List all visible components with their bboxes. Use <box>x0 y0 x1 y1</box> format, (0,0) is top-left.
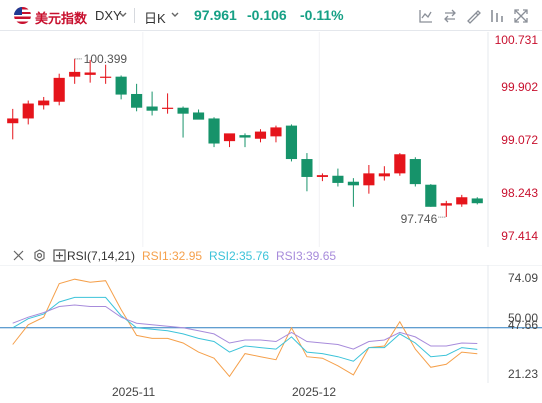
rsi-series-line <box>12 278 478 378</box>
price-change-percent: -0.11% <box>300 7 344 23</box>
candle-body <box>394 154 406 174</box>
rsi1-value: RSI1:32.95 <box>142 249 203 263</box>
draw-icon[interactable] <box>464 7 482 25</box>
rsi-axis-label: 50.00 <box>507 311 538 325</box>
candle-body <box>69 71 81 77</box>
candle-body <box>22 103 34 119</box>
price-axis-label: 99.902 <box>501 80 538 94</box>
date-axis-label: 2025-11 <box>112 385 156 399</box>
rsi-axis-label: 21.23 <box>507 367 538 381</box>
candle-body <box>425 184 437 207</box>
candle-body <box>254 131 267 139</box>
candle-body <box>100 76 112 78</box>
chevron-down-icon[interactable] <box>170 10 180 20</box>
indicator-toggle-icon[interactable] <box>53 249 66 262</box>
price-axis-label: 100.731 <box>494 33 538 47</box>
last-price: 97.961 <box>194 7 237 23</box>
candle-body <box>131 93 143 108</box>
rsi-axis-label: 47.66 <box>507 318 538 332</box>
candle-body <box>208 118 220 144</box>
period-selector[interactable]: 日K <box>144 11 166 26</box>
symbol-code[interactable]: DXY <box>95 8 122 23</box>
symbol-name[interactable]: 美元指数 <box>35 11 88 26</box>
candle-body <box>192 112 205 120</box>
candle-body <box>84 72 96 75</box>
candle-body <box>38 100 50 106</box>
toolbar: 美元指数 DXY 日K 97.961 -0.106 -0.11% <box>0 0 542 31</box>
divider <box>134 8 135 23</box>
indicator-icon[interactable] <box>488 7 506 25</box>
candle-body <box>332 175 344 183</box>
us-flag-icon <box>14 7 31 24</box>
rsi3-value: RSI3:39.65 <box>276 249 337 263</box>
candle-body <box>115 76 127 95</box>
line-chart-icon[interactable] <box>417 7 435 25</box>
candle-body <box>223 133 236 142</box>
price-axis-label: 99.072 <box>501 133 538 147</box>
rsi-series-line <box>12 296 478 362</box>
fullscreen-icon[interactable] <box>512 7 530 25</box>
price-change: -0.106 <box>247 7 287 23</box>
settings-icon[interactable] <box>33 249 46 262</box>
candle-body <box>239 135 251 138</box>
candle-body <box>146 106 158 111</box>
candle-body <box>7 118 19 124</box>
candle-body <box>162 107 174 109</box>
date-axis-label: 2025-12 <box>292 385 337 399</box>
price-axis-label: 98.243 <box>501 186 538 200</box>
candle-body <box>440 203 452 206</box>
candle-body <box>270 127 282 137</box>
candle-body <box>177 107 189 114</box>
price-axis-label: 97.414 <box>501 229 538 243</box>
candle-body <box>285 125 298 160</box>
rsi-series-line <box>12 304 478 350</box>
candle-body <box>456 197 468 205</box>
candle-body <box>471 198 483 204</box>
high-annotation: 100.399 <box>84 52 128 66</box>
compare-icon[interactable] <box>441 7 459 25</box>
rsi-axis-label: 74.09 <box>507 271 538 285</box>
indicator-bar: RSI(7,14,21) RSI1:32.95 RSI2:35.76 RSI3:… <box>0 247 400 265</box>
candle-body <box>363 173 375 186</box>
rsi2-value: RSI2:35.76 <box>209 249 270 263</box>
collapse-icon[interactable] <box>12 249 25 262</box>
candle-body <box>301 159 313 177</box>
low-annotation: 97.746 <box>401 212 438 226</box>
candle-body <box>347 181 359 186</box>
chevron-down-icon[interactable] <box>118 10 128 20</box>
candlestick-chart[interactable]: 100.399 97.746 <box>0 32 542 247</box>
candle-body <box>378 173 390 177</box>
candle-body <box>53 77 65 102</box>
candle-body <box>409 159 421 185</box>
rsi-chart[interactable] <box>0 265 542 383</box>
candle-body <box>316 175 328 177</box>
indicator-name[interactable]: RSI(7,14,21) <box>67 249 136 263</box>
